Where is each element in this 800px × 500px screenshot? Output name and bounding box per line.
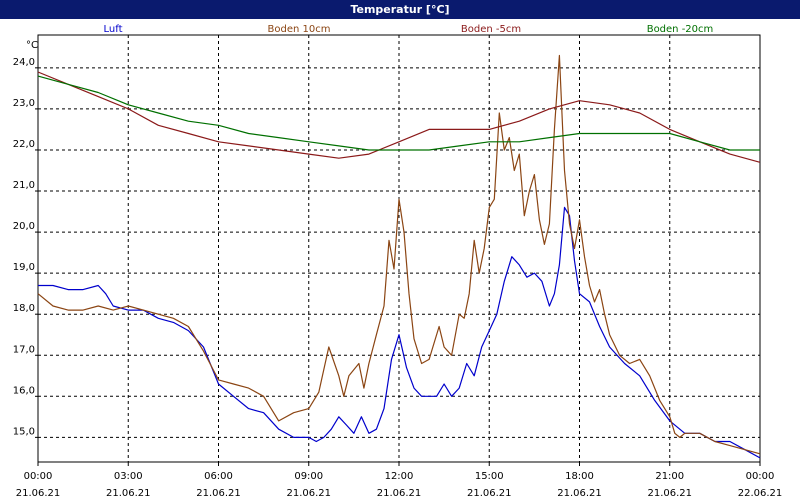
x-tick-date-label: 21.06.21	[467, 488, 512, 499]
y-tick-label: 24,0	[13, 57, 35, 68]
y-tick-label: 21,0	[13, 180, 35, 191]
x-tick-date-label: 21.06.21	[377, 488, 422, 499]
series-line-luft	[38, 206, 761, 459]
y-tick-label: 22,0	[13, 139, 35, 150]
legend: Luft Boden 10cm Boden -5cm Boden -20cm	[104, 24, 714, 35]
legend-entry-boden-5cm: Boden -5cm	[461, 24, 521, 35]
series-line-boden-20cm	[37, 75, 760, 151]
x-tick-time-label: 03:00	[114, 471, 143, 482]
x-tick-date-label: 21.06.21	[647, 488, 692, 499]
x-tick-date-label: 21.06.21	[196, 488, 241, 499]
x-tick-date-label: 22.06.21	[738, 488, 783, 499]
x-tick-date-label: 21.06.21	[286, 488, 331, 499]
x-axis: 00:00 21.06.21 03:00 21.06.21 06:00 21.06.21 0…	[16, 462, 783, 499]
x-tick-time-label: 21:00	[655, 471, 684, 482]
y-tick-label: 19,0	[13, 262, 35, 273]
grid-layer	[38, 35, 760, 462]
x-tick-time-label: 15:00	[475, 471, 504, 482]
legend-entry-boden-20cm: Boden -20cm	[647, 24, 714, 35]
y-tick-label: 15,0	[13, 426, 35, 437]
x-tick-time-label: 12:00	[385, 471, 414, 482]
y-tick-label: 20,0	[13, 221, 35, 232]
x-tick-time-label: 18:00	[565, 471, 594, 482]
y-tick-label: 23,0	[13, 98, 35, 109]
temperature-chart: 15,0 16,0 17,0 18,0 19,0 20,0 21,0 22,0 23,0 24,0…	[13, 24, 783, 499]
x-tick-time-label: 00:00	[24, 471, 53, 482]
x-tick-time-label: 00:00	[746, 471, 775, 482]
y-tick-label: 18,0	[13, 303, 35, 314]
legend-entry-boden-10cm: Boden 10cm	[268, 24, 331, 35]
series-line-boden-5cm	[37, 71, 761, 163]
x-tick-date-label: 21.06.21	[557, 488, 602, 499]
legend-entry-luft: Luft	[104, 24, 123, 35]
series-layer	[37, 54, 761, 459]
series-line-boden-10cm	[37, 54, 761, 455]
x-tick-date-label: 21.06.21	[16, 488, 61, 499]
x-tick-date-label: 21.06.21	[106, 488, 151, 499]
y-tick-label: 17,0	[13, 344, 35, 355]
y-axis: 15,0 16,0 17,0 18,0 19,0 20,0 21,0 22,0 23,0 24,0	[13, 57, 38, 438]
x-tick-time-label: 06:00	[204, 471, 233, 482]
y-tick-label: 16,0	[13, 385, 35, 396]
chart-title: Temperatur [°C]	[0, 0, 800, 19]
x-tick-time-label: 09:00	[294, 471, 323, 482]
y-axis-unit-label: °C	[26, 40, 38, 51]
